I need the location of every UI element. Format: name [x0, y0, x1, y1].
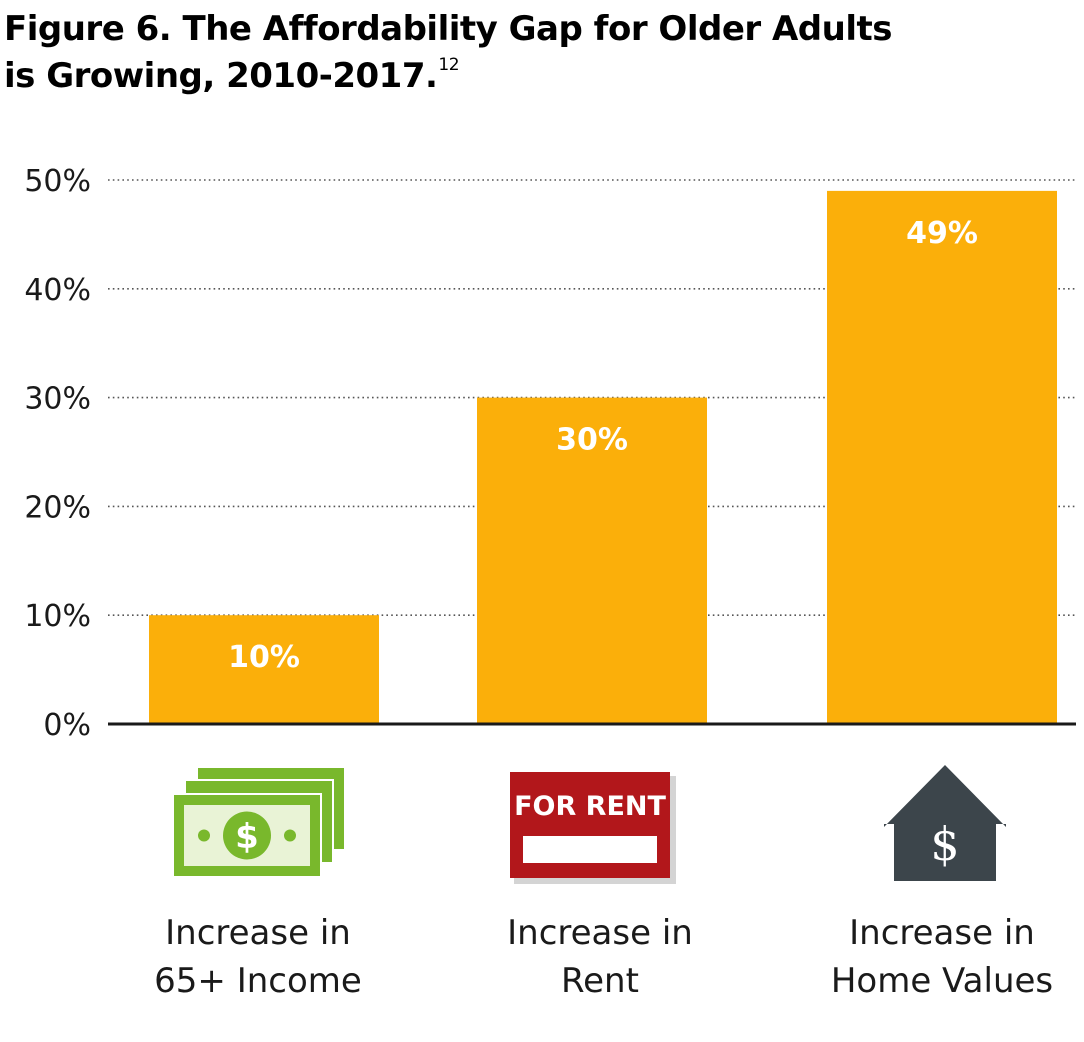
- y-tick-label: 40%: [24, 273, 91, 308]
- bill-dollar-sign: $: [235, 817, 259, 857]
- house-dollar-icon: $: [884, 765, 1006, 881]
- category-label: 65+ Income: [154, 961, 362, 1001]
- category-labels: Increase in 65+ Income Increase in Rent Incr…: [154, 913, 1053, 1001]
- y-tick-label: 20%: [24, 490, 91, 525]
- bar-value-label: 49%: [906, 216, 978, 251]
- bill-dot-right: [284, 829, 296, 842]
- y-tick-label: 50%: [24, 164, 91, 199]
- y-tick-label: 30%: [24, 382, 91, 417]
- chart-title-line-1: Figure 6. The Affordability Gap for Olde…: [4, 9, 893, 49]
- y-tick-label: 0%: [43, 708, 91, 743]
- bar: [827, 190, 1057, 724]
- footnote-marker: 12: [438, 55, 460, 75]
- category-label: Increase in: [507, 913, 693, 953]
- house-dollar-sign: $: [930, 817, 959, 871]
- category-label: Increase in: [849, 913, 1035, 953]
- chart-title: Figure 6. The Affordability Gap for Olde…: [4, 6, 1074, 100]
- y-axis-tick-labels: 0% 10% 20% 30% 40% 50%: [24, 164, 91, 743]
- bill-coin: [223, 811, 271, 860]
- bar-value-label: 10%: [228, 640, 300, 675]
- for-rent-sign-icon: FOR RENT: [510, 772, 676, 884]
- data-labels: 10% 30% 49%: [228, 216, 978, 675]
- bar-value-label: 30%: [556, 423, 628, 458]
- chart-title-line-2: is Growing, 2010-2017.12: [4, 53, 1074, 100]
- category-label: Rent: [561, 961, 639, 1001]
- bar: [149, 615, 379, 724]
- y-tick-label: 10%: [24, 599, 91, 634]
- category-label: Home Values: [831, 961, 1053, 1001]
- sign-blank-strip: [523, 836, 657, 863]
- category-label: Increase in: [165, 913, 351, 953]
- bars: [149, 190, 1057, 724]
- for-rent-text: FOR RENT: [514, 791, 666, 822]
- house-shape: [884, 765, 1006, 881]
- money-stack-icon: $: [172, 766, 346, 878]
- chart-title-line-2-text: is Growing, 2010-2017.: [4, 56, 438, 96]
- bar: [477, 397, 707, 724]
- bill-dot-left: [198, 829, 210, 842]
